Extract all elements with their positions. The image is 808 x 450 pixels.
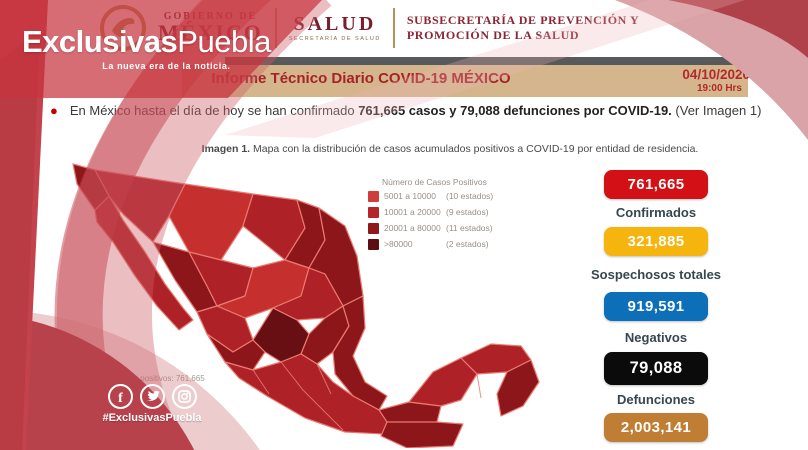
brand-word-exclusivas: Exclusivas [22, 24, 178, 59]
negative-value-badge: 919,591 [604, 292, 708, 321]
summary-paragraph: ● En México hasta el día de hoy se han co… [50, 103, 780, 120]
facebook-icon[interactable]: f [107, 383, 134, 410]
bullet-icon: ● [50, 103, 58, 118]
report-time: 19:00 Hrs [696, 82, 742, 94]
legend-states: (11 estados) [446, 222, 493, 233]
subsecretaria-line2: PROMOCIÓN DE LA SALUD [406, 28, 580, 42]
legend-states: (9 estados) [446, 206, 489, 217]
suspected-label: Sospechosos totales [590, 267, 722, 282]
legend-range: 5001 a 10000 [384, 190, 436, 201]
twitter-icon[interactable] [139, 383, 166, 410]
deaths-value-badge: 79,088 [604, 352, 708, 385]
confirmed-value-badge: 761,665 [604, 170, 708, 199]
svg-text:f: f [118, 391, 123, 406]
legend-range: 10001 a 20000 [384, 206, 441, 217]
legend-range: >80000 [384, 238, 413, 249]
social-hashtag: #ExclusivasPuebla [102, 412, 202, 424]
summary-figures: 761,665 casos y 79,088 defunciones por C… [358, 103, 672, 118]
salud-title: SALUD [293, 12, 377, 35]
grey-accent-bar [225, 57, 748, 65]
report-datetime: 04/10/2020 19:00 Hrs [660, 67, 750, 94]
legend-range: 20001 a 80000 [384, 222, 441, 233]
brand-logo: ExclusivasPuebla La nueva era de la noti… [22, 26, 271, 71]
report-title: Informe Técnico Diario COVID-19 MÉXICO [211, 70, 511, 87]
subsecretaria-title: SUBSECRETARÍA DE PREVENCIÓN Y PROMOCIÓN … [407, 13, 639, 43]
header-divider [274, 8, 277, 48]
legend-chip [368, 190, 379, 202]
legend-row: 20001 a 80000 (11 estados) [368, 222, 493, 234]
legend-row: 10001 a 20000 (9 estados) [368, 206, 493, 218]
social-icons: f [92, 383, 212, 410]
brand-wordmark: ExclusivasPuebla [22, 26, 271, 57]
legend-row: 5001 a 10000 (10 estados) [368, 190, 494, 202]
studied-value-badge: 2,003,141 [604, 413, 708, 442]
map-caption-label: Imagen 1. [201, 143, 251, 155]
subsecretaria-line1: SUBSECRETARÍA DE PREVENCIÓN Y [406, 13, 640, 27]
summary-pre: En México hasta el día de hoy se han con… [69, 103, 359, 118]
confirmed-label: Confirmados [615, 205, 697, 220]
report-date: 04/10/2020 [682, 67, 750, 82]
deaths-label: Defunciones [616, 392, 695, 407]
map-legend: Número de Casos Positivos 5001 a 10000 (… [368, 178, 493, 255]
legend-chip [368, 238, 379, 250]
legend-chip [368, 206, 379, 218]
brand-word-puebla: Puebla [177, 24, 271, 59]
map-total-note: Total casos positivos: 761,665 [98, 374, 205, 383]
negative-label: Negativos [624, 330, 688, 345]
header-divider [392, 8, 395, 48]
legend-row: >80000 (2 estados) [368, 238, 493, 250]
legend-chip [368, 222, 379, 234]
salud-wordmark: SALUD SECRETARÍA DE SALUD [289, 14, 381, 43]
map-caption-text: Mapa con la distribución de casos acumul… [250, 143, 699, 155]
summary-post: (Ver Imagen 1) [671, 103, 762, 118]
legend-title: Número de Casos Positivos [382, 177, 487, 187]
map-caption: Imagen 1. Mapa con la distribución de ca… [150, 143, 750, 155]
social-footer: f #ExclusivasPuebla [92, 383, 212, 424]
instagram-icon[interactable] [171, 383, 198, 410]
suspected-value-badge: 321,885 [604, 227, 708, 256]
covid-stats-column: 761,665 Confirmados 321,885 Sospechosos … [590, 170, 722, 442]
salud-subtitle: SECRETARÍA DE SALUD [288, 35, 381, 42]
brand-tagline: La nueva era de la noticia. [102, 61, 231, 71]
legend-states: (2 estados) [446, 238, 489, 249]
legend-states: (10 estados) [446, 190, 494, 201]
